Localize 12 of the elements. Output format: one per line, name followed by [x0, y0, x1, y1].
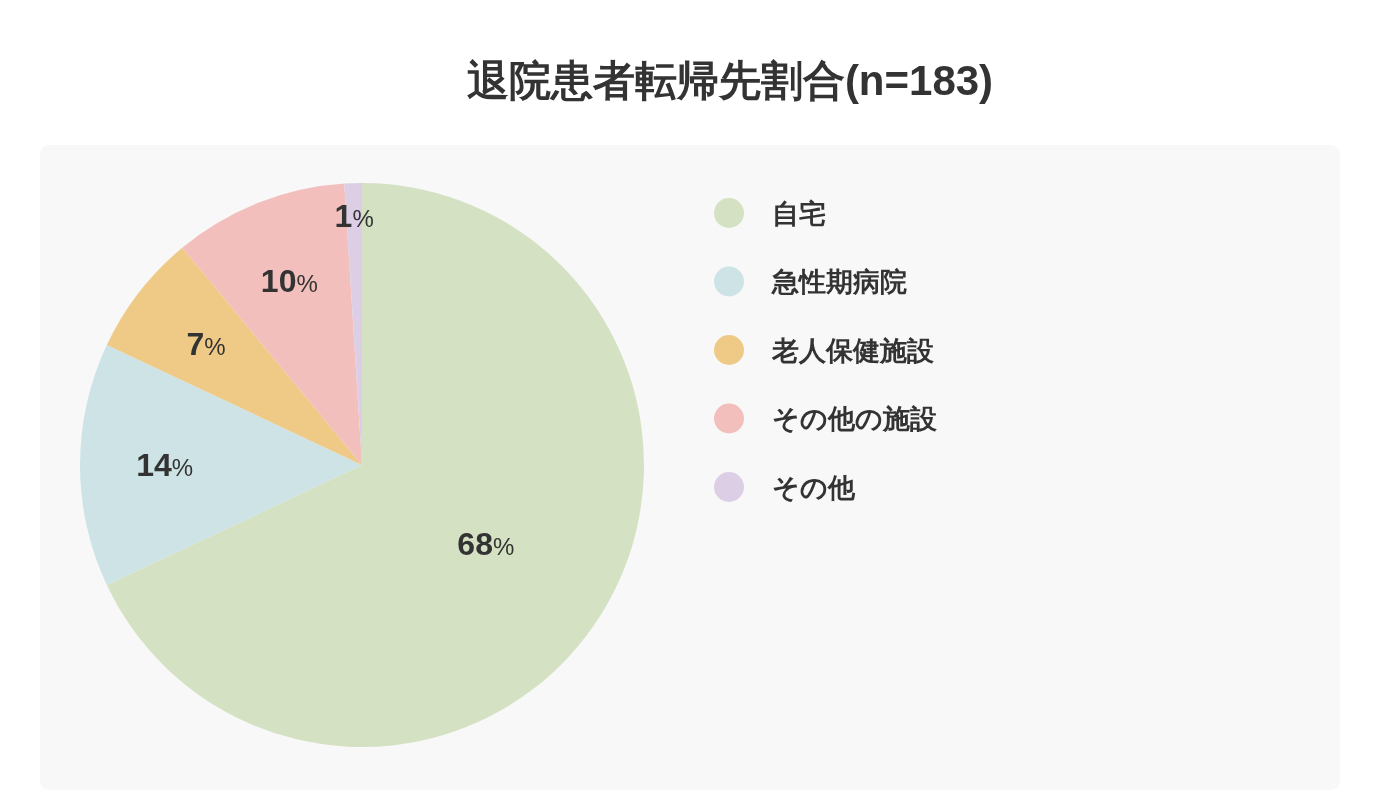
pie-slice: [106, 183, 644, 747]
data-label: 14%: [136, 447, 194, 483]
chart-title: 退院患者転帰先割合(n=183): [466, 57, 994, 104]
legend-label: 自宅: [772, 198, 826, 229]
data-label: 1%: [334, 197, 374, 234]
data-label: 10%: [260, 263, 318, 300]
data-label: 7%: [186, 326, 226, 363]
legend-label: 急性期病院: [771, 267, 907, 297]
legend-label: その他の施設: [772, 404, 938, 434]
legend-label: 老人保健施設: [771, 335, 935, 366]
legend-label: その他: [772, 472, 856, 503]
data-label: 68%: [457, 525, 515, 562]
